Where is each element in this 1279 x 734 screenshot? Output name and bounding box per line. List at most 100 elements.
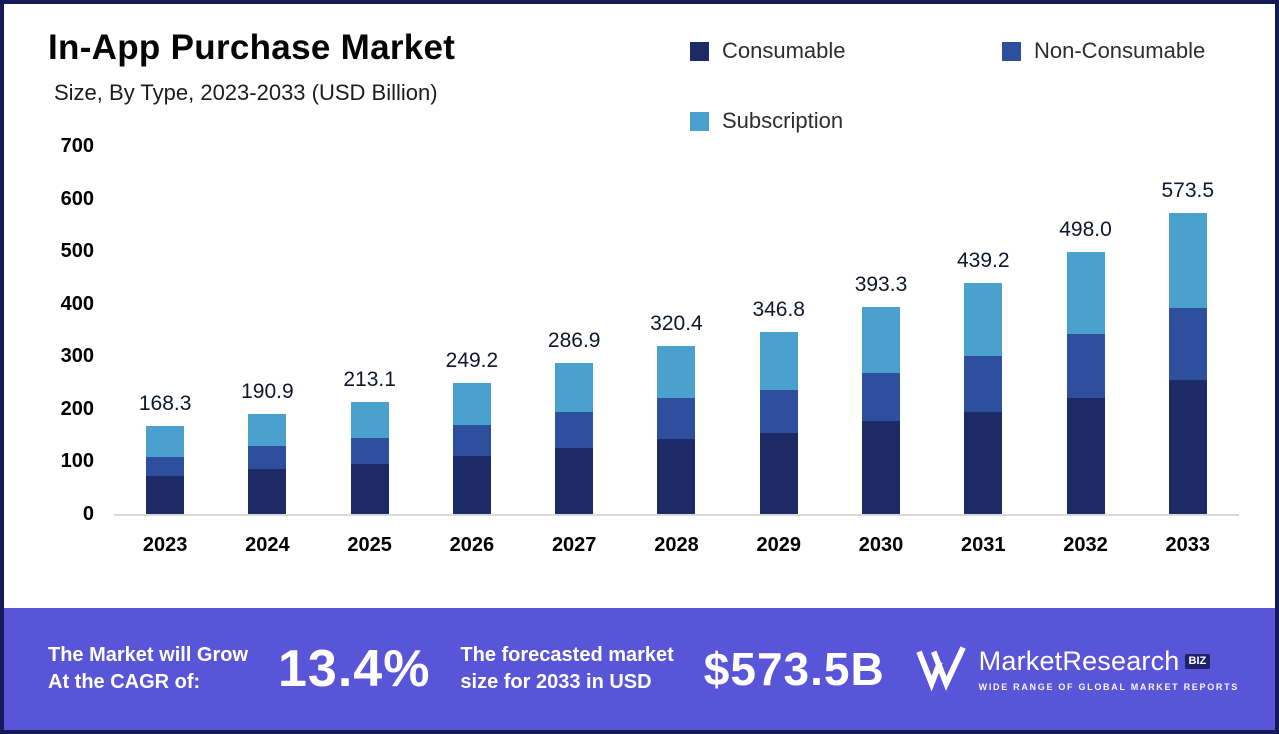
bar-group: 168.3: [114, 393, 216, 514]
bar-stack: [1168, 212, 1207, 514]
y-tick-label: 300: [60, 345, 94, 368]
y-tick-label: 0: [82, 503, 94, 525]
x-axis-gutter: [34, 534, 114, 557]
bar-segment-non-consumable: [1066, 334, 1105, 399]
bar-segment-consumable: [350, 464, 389, 514]
bar-segment-non-consumable: [350, 437, 389, 465]
bar-group: 286.9: [523, 330, 625, 514]
bar-segment-consumable: [1066, 398, 1105, 514]
x-axis-label: 2024: [245, 534, 290, 556]
chart: 0 100 200 300 400 500 600 700 168.3 190.9 213.1…: [4, 134, 1275, 608]
bar-segment-non-consumable: [452, 424, 491, 457]
logo-name: MarketResearch: [978, 646, 1180, 676]
bar-segment-consumable: [555, 448, 594, 514]
bar-total-label: 249.2: [445, 349, 499, 373]
double-check-icon: [916, 646, 966, 692]
x-axis-label: 2023: [142, 534, 188, 556]
x-axis-label: 2028: [654, 534, 699, 556]
y-tick-label: 100: [60, 450, 94, 473]
bar-group: 190.9: [216, 381, 318, 514]
cagr-value: 13.4%: [278, 640, 431, 698]
plot-row: 0 100 200 300 400 500 600 700 168.3 190.9 213.1…: [34, 136, 1239, 524]
bar-segment-subscription: [759, 331, 798, 391]
legend-label: Subscription: [722, 108, 844, 133]
bar-group: 249.2: [421, 350, 523, 514]
logo-tagline: WIDE RANGE OF GLOBAL MARKET REPORTS: [978, 682, 1239, 692]
bar-segment-non-consumable: [146, 457, 185, 477]
bar-segment-non-consumable: [248, 446, 287, 470]
bar-segment-subscription: [1168, 212, 1207, 308]
legend-item: Subscription: [690, 108, 1002, 134]
x-axis-row: 2023 2024 2025 2026 2027 2028 2029 2030 2031 2032…: [34, 534, 1239, 557]
x-axis-label: 2033: [1165, 534, 1211, 556]
cagr-label: The Market will Grow At the CAGR of:: [48, 644, 249, 693]
legend-item: Consumable: [690, 38, 1002, 64]
bar-group: 346.8: [728, 299, 830, 514]
bar-segment-consumable: [964, 411, 1003, 514]
bar-segment-non-consumable: [861, 373, 900, 422]
bar-segment-subscription: [248, 413, 287, 447]
title-block: In-App Purchase Market Size, By Type, 20…: [48, 28, 455, 106]
legend-label: Consumable: [722, 38, 846, 63]
legend-item: Non-Consumable: [1002, 38, 1235, 64]
bar-segment-consumable: [1168, 379, 1207, 514]
bar-stack: [146, 425, 185, 514]
bar-group: 393.3: [830, 274, 932, 514]
bar-group: 320.4: [625, 313, 727, 514]
bar-group: 213.1: [319, 369, 421, 514]
bar-stack: [964, 283, 1003, 514]
bar-segment-non-consumable: [759, 390, 798, 433]
x-axis-label: 2026: [449, 534, 495, 556]
bar-segment-subscription: [146, 425, 185, 458]
x-axis: 2023 2024 2025 2026 2027 2028 2029 2030 2031 2032…: [114, 534, 1239, 557]
x-axis-label: 2032: [1063, 534, 1108, 556]
bar-segment-consumable: [146, 476, 185, 514]
bar-segment-subscription: [555, 363, 594, 412]
bar-stack: [452, 383, 491, 514]
bar-segment-subscription: [964, 283, 1003, 357]
brand-logo: MarketResearch BIZ WIDE RANGE OF GLOBAL …: [915, 646, 1239, 692]
bar-total-label: 320.4: [650, 311, 703, 335]
forecast-label: The forecasted market size for 2033 in U…: [460, 644, 674, 693]
y-tick-label: 600: [60, 187, 94, 210]
bar-total-label: 393.3: [854, 273, 908, 297]
legend-swatch: [1002, 41, 1021, 61]
bar-segment-consumable: [657, 439, 696, 514]
x-axis-label: 2027: [551, 534, 597, 556]
bar-segment-subscription: [350, 401, 389, 438]
bar-total-label: 498.0: [1059, 218, 1112, 242]
bar-segment-non-consumable: [657, 398, 696, 440]
logo-text-block: MarketResearch BIZ WIDE RANGE OF GLOBAL …: [979, 646, 1239, 692]
bar-total-label: 573.5: [1161, 178, 1215, 202]
legend: Consumable Non-Consumable Subscription: [690, 28, 1235, 134]
bar-group: 439.2: [932, 250, 1034, 514]
legend-swatch: [690, 111, 709, 131]
bar-total-label: 168.3: [138, 391, 192, 415]
y-tick-label: 500: [60, 240, 94, 263]
bar-segment-consumable: [759, 432, 798, 514]
bar-group: 573.5: [1137, 180, 1239, 514]
bar-segment-subscription: [1066, 252, 1105, 335]
bar-segment-non-consumable: [1168, 307, 1207, 380]
x-axis-label: 2029: [756, 534, 801, 556]
bar-stack: [759, 331, 798, 514]
bar-stack: [350, 401, 389, 514]
bar-stack: [657, 345, 696, 514]
x-axis-label: 2031: [961, 534, 1006, 556]
y-tick-label: 200: [60, 397, 94, 420]
bar-segment-subscription: [861, 307, 900, 374]
logo-suffix-badge: BIZ: [1184, 654, 1211, 669]
bar-total-label: 346.8: [752, 297, 805, 321]
legend-swatch: [690, 41, 709, 61]
bar-segment-consumable: [861, 421, 900, 514]
bar-segment-non-consumable: [964, 356, 1003, 412]
y-tick-label: 700: [60, 135, 94, 157]
bar-stack: [248, 413, 287, 514]
footer-banner: The Market will Grow At the CAGR of: 13.…: [4, 608, 1275, 730]
bar-total-label: 439.2: [956, 249, 1010, 273]
bar-stack: [861, 307, 900, 514]
bar-stack: [555, 363, 594, 514]
legend-label: Non-Consumable: [1034, 38, 1206, 63]
page-subtitle: Size, By Type, 2023-2033 (USD Billion): [54, 80, 438, 105]
